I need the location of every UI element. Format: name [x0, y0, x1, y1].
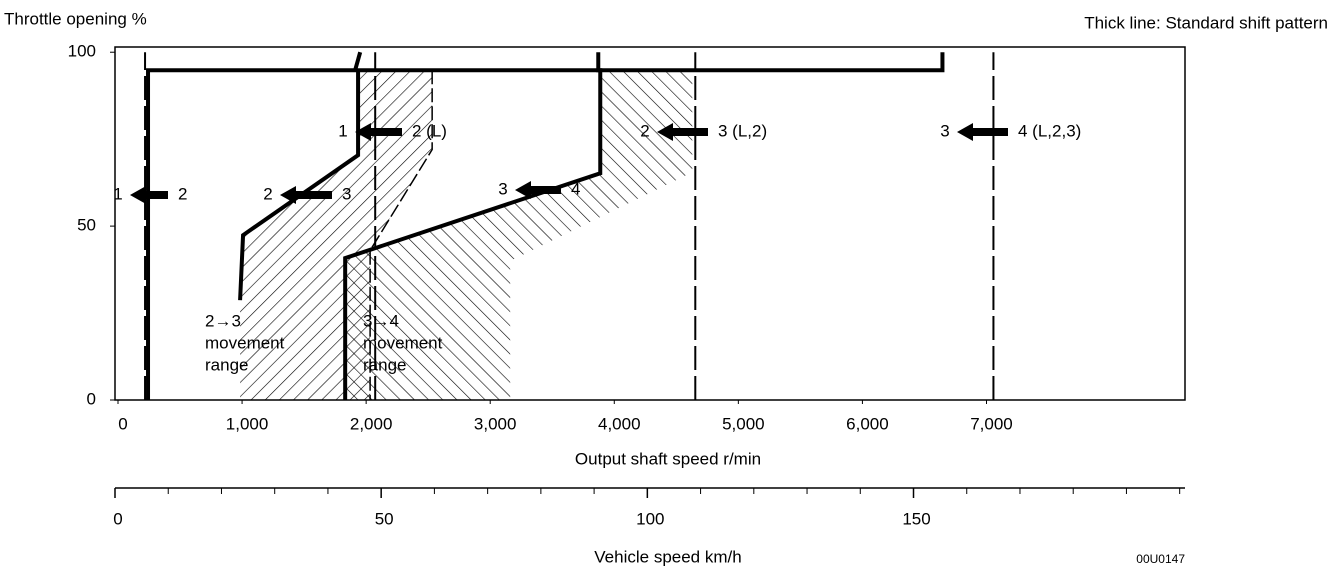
x2-axis-label: Vehicle speed km/h — [594, 547, 741, 566]
range-label: 2→3 — [205, 311, 241, 330]
x-tick-label: 3,000 — [474, 414, 517, 433]
x2-tick-label: 100 — [636, 509, 664, 528]
shift-label: 2 (L) — [412, 121, 447, 140]
x2-tick-label: 50 — [375, 509, 394, 528]
shift-label: 3 — [342, 184, 351, 203]
range-label: range — [363, 355, 406, 374]
range-label: movement — [363, 333, 443, 352]
shift-arrow — [515, 181, 561, 199]
y-tick-label: 0 — [87, 389, 96, 408]
y-tick-label: 100 — [68, 42, 96, 61]
shift-label: 2 — [263, 184, 272, 203]
range-label: 3→4 — [363, 311, 399, 330]
x-tick-label: 6,000 — [846, 414, 889, 433]
x2-tick-label: 150 — [902, 509, 930, 528]
shift-label: 4 — [571, 179, 580, 198]
shift-label: 2 — [178, 184, 187, 203]
x-axis-label: Output shaft speed r/min — [575, 449, 761, 468]
shift-arrow — [355, 123, 402, 141]
shift-line — [353, 51, 363, 71]
shift-arrow — [957, 123, 1008, 141]
x-tick-label: 7,000 — [970, 414, 1013, 433]
shift-line — [369, 70, 433, 400]
x-tick-label: 2,000 — [350, 414, 393, 433]
shift-line — [343, 52, 603, 400]
shift-label: 3 — [940, 121, 949, 140]
x-tick-label: 5,000 — [722, 414, 765, 433]
hatched-range — [240, 70, 433, 400]
shift-label: 2 — [640, 121, 649, 140]
x-tick-label: 1,000 — [226, 414, 269, 433]
range-label: range — [205, 355, 248, 374]
figure-code: 00U0147 — [1136, 552, 1185, 566]
shift-label: 3 (L,2) — [718, 121, 767, 140]
hatched-range — [345, 70, 693, 400]
plot-frame — [114, 46, 1186, 401]
shift-arrow — [657, 123, 708, 141]
shift-label: 1 — [338, 121, 347, 140]
shift-arrow — [130, 186, 168, 204]
shift-label: 3 — [498, 179, 507, 198]
range-label: movement — [205, 333, 285, 352]
y-axis-label: Throttle opening % — [4, 9, 147, 28]
shift-label: 1 — [113, 184, 122, 203]
chart-title: Thick line: Standard shift pattern — [1084, 13, 1328, 32]
shift-label: 4 (L,2,3) — [1018, 121, 1081, 140]
y-tick-label: 50 — [77, 216, 96, 235]
x2-tick-label: 0 — [113, 509, 122, 528]
shift-line — [146, 52, 945, 400]
x-tick-label: 4,000 — [598, 414, 641, 433]
x-tick-label: 0 — [118, 414, 127, 433]
shift-arrow — [280, 186, 332, 204]
